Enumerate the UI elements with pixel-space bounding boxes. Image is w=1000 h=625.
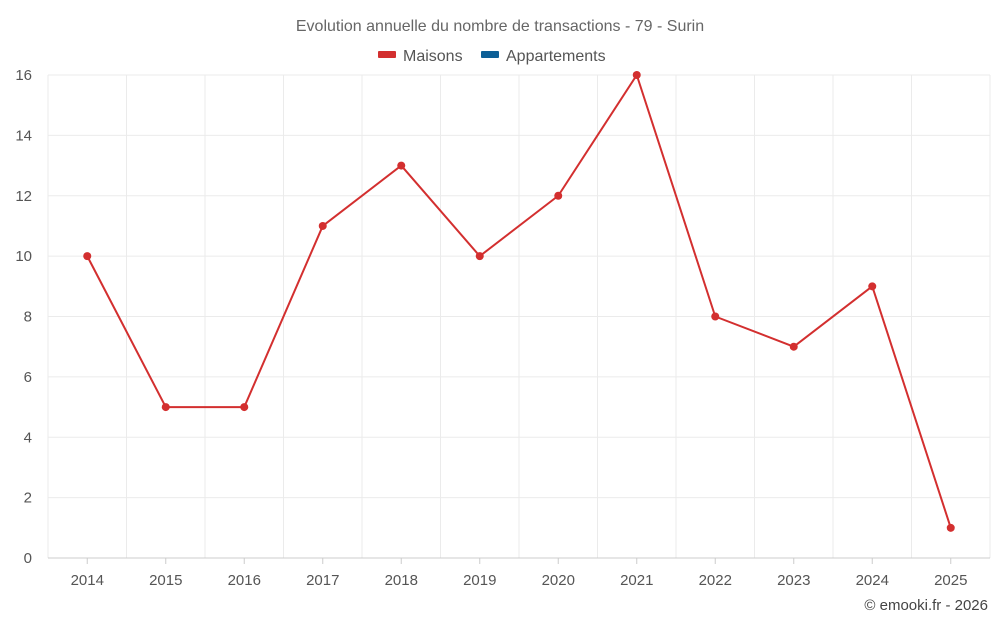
data-point-2015[interactable] xyxy=(161,403,170,412)
y-tick-label: 10 xyxy=(15,248,32,265)
x-tick-label: 2024 xyxy=(856,572,889,589)
legend-swatch-appartements xyxy=(481,51,499,58)
y-tick-label: 14 xyxy=(15,127,32,144)
legend-label-appartements: Appartements xyxy=(506,48,606,65)
series-line-maisons xyxy=(86,74,952,529)
data-point-2016[interactable] xyxy=(240,403,249,412)
x-tick-label: 2023 xyxy=(777,572,810,589)
y-tick-label: 0 xyxy=(24,550,32,567)
x-tick-label: 2017 xyxy=(306,572,339,589)
y-tick-label: 12 xyxy=(15,188,32,205)
y-tick-label: 4 xyxy=(24,429,32,446)
legend-item-maisons[interactable]: Maisons xyxy=(378,48,463,65)
y-tick-label: 2 xyxy=(24,490,32,507)
data-point-2019[interactable] xyxy=(475,252,484,261)
data-point-2017[interactable] xyxy=(318,221,327,230)
series-maisons xyxy=(83,71,955,532)
x-tick-label: 2020 xyxy=(542,572,575,589)
x-tick-label: 2014 xyxy=(71,572,104,589)
x-tick-label: 2025 xyxy=(934,572,967,589)
x-tick-label: 2019 xyxy=(463,572,496,589)
y-tick-label: 8 xyxy=(24,309,32,326)
data-point-2020[interactable] xyxy=(554,191,563,200)
legend-item-appartements[interactable]: Appartements xyxy=(481,48,606,65)
data-point-2024[interactable] xyxy=(868,282,877,291)
grid xyxy=(47,74,991,558)
y-tick-label: 16 xyxy=(15,67,32,84)
legend-swatch-maisons xyxy=(378,51,396,58)
data-point-2023[interactable] xyxy=(789,342,798,351)
y-tick-label: 6 xyxy=(24,369,32,386)
x-tick-label: 2018 xyxy=(385,572,418,589)
data-point-2014[interactable] xyxy=(83,252,92,261)
x-tick-label: 2016 xyxy=(228,572,261,589)
data-point-2022[interactable] xyxy=(711,312,720,321)
x-tick-label: 2015 xyxy=(149,572,182,589)
x-tick-label: 2022 xyxy=(699,572,732,589)
chart-title: Evolution annuelle du nombre de transact… xyxy=(296,18,704,35)
axes: 0 2 4 6 8 10 12 14 16 2014 2015 2016 2017 2018 2019 202… xyxy=(15,67,990,589)
data-point-2025[interactable] xyxy=(946,523,955,532)
legend-label-maisons: Maisons xyxy=(403,48,463,65)
legend: Maisons Appartements xyxy=(378,48,606,65)
x-tick-label: 2021 xyxy=(620,572,653,589)
data-point-2021[interactable] xyxy=(632,71,641,79)
copyright-footer: © emooki.fr - 2026 xyxy=(864,597,988,614)
data-point-2018[interactable] xyxy=(397,161,406,170)
